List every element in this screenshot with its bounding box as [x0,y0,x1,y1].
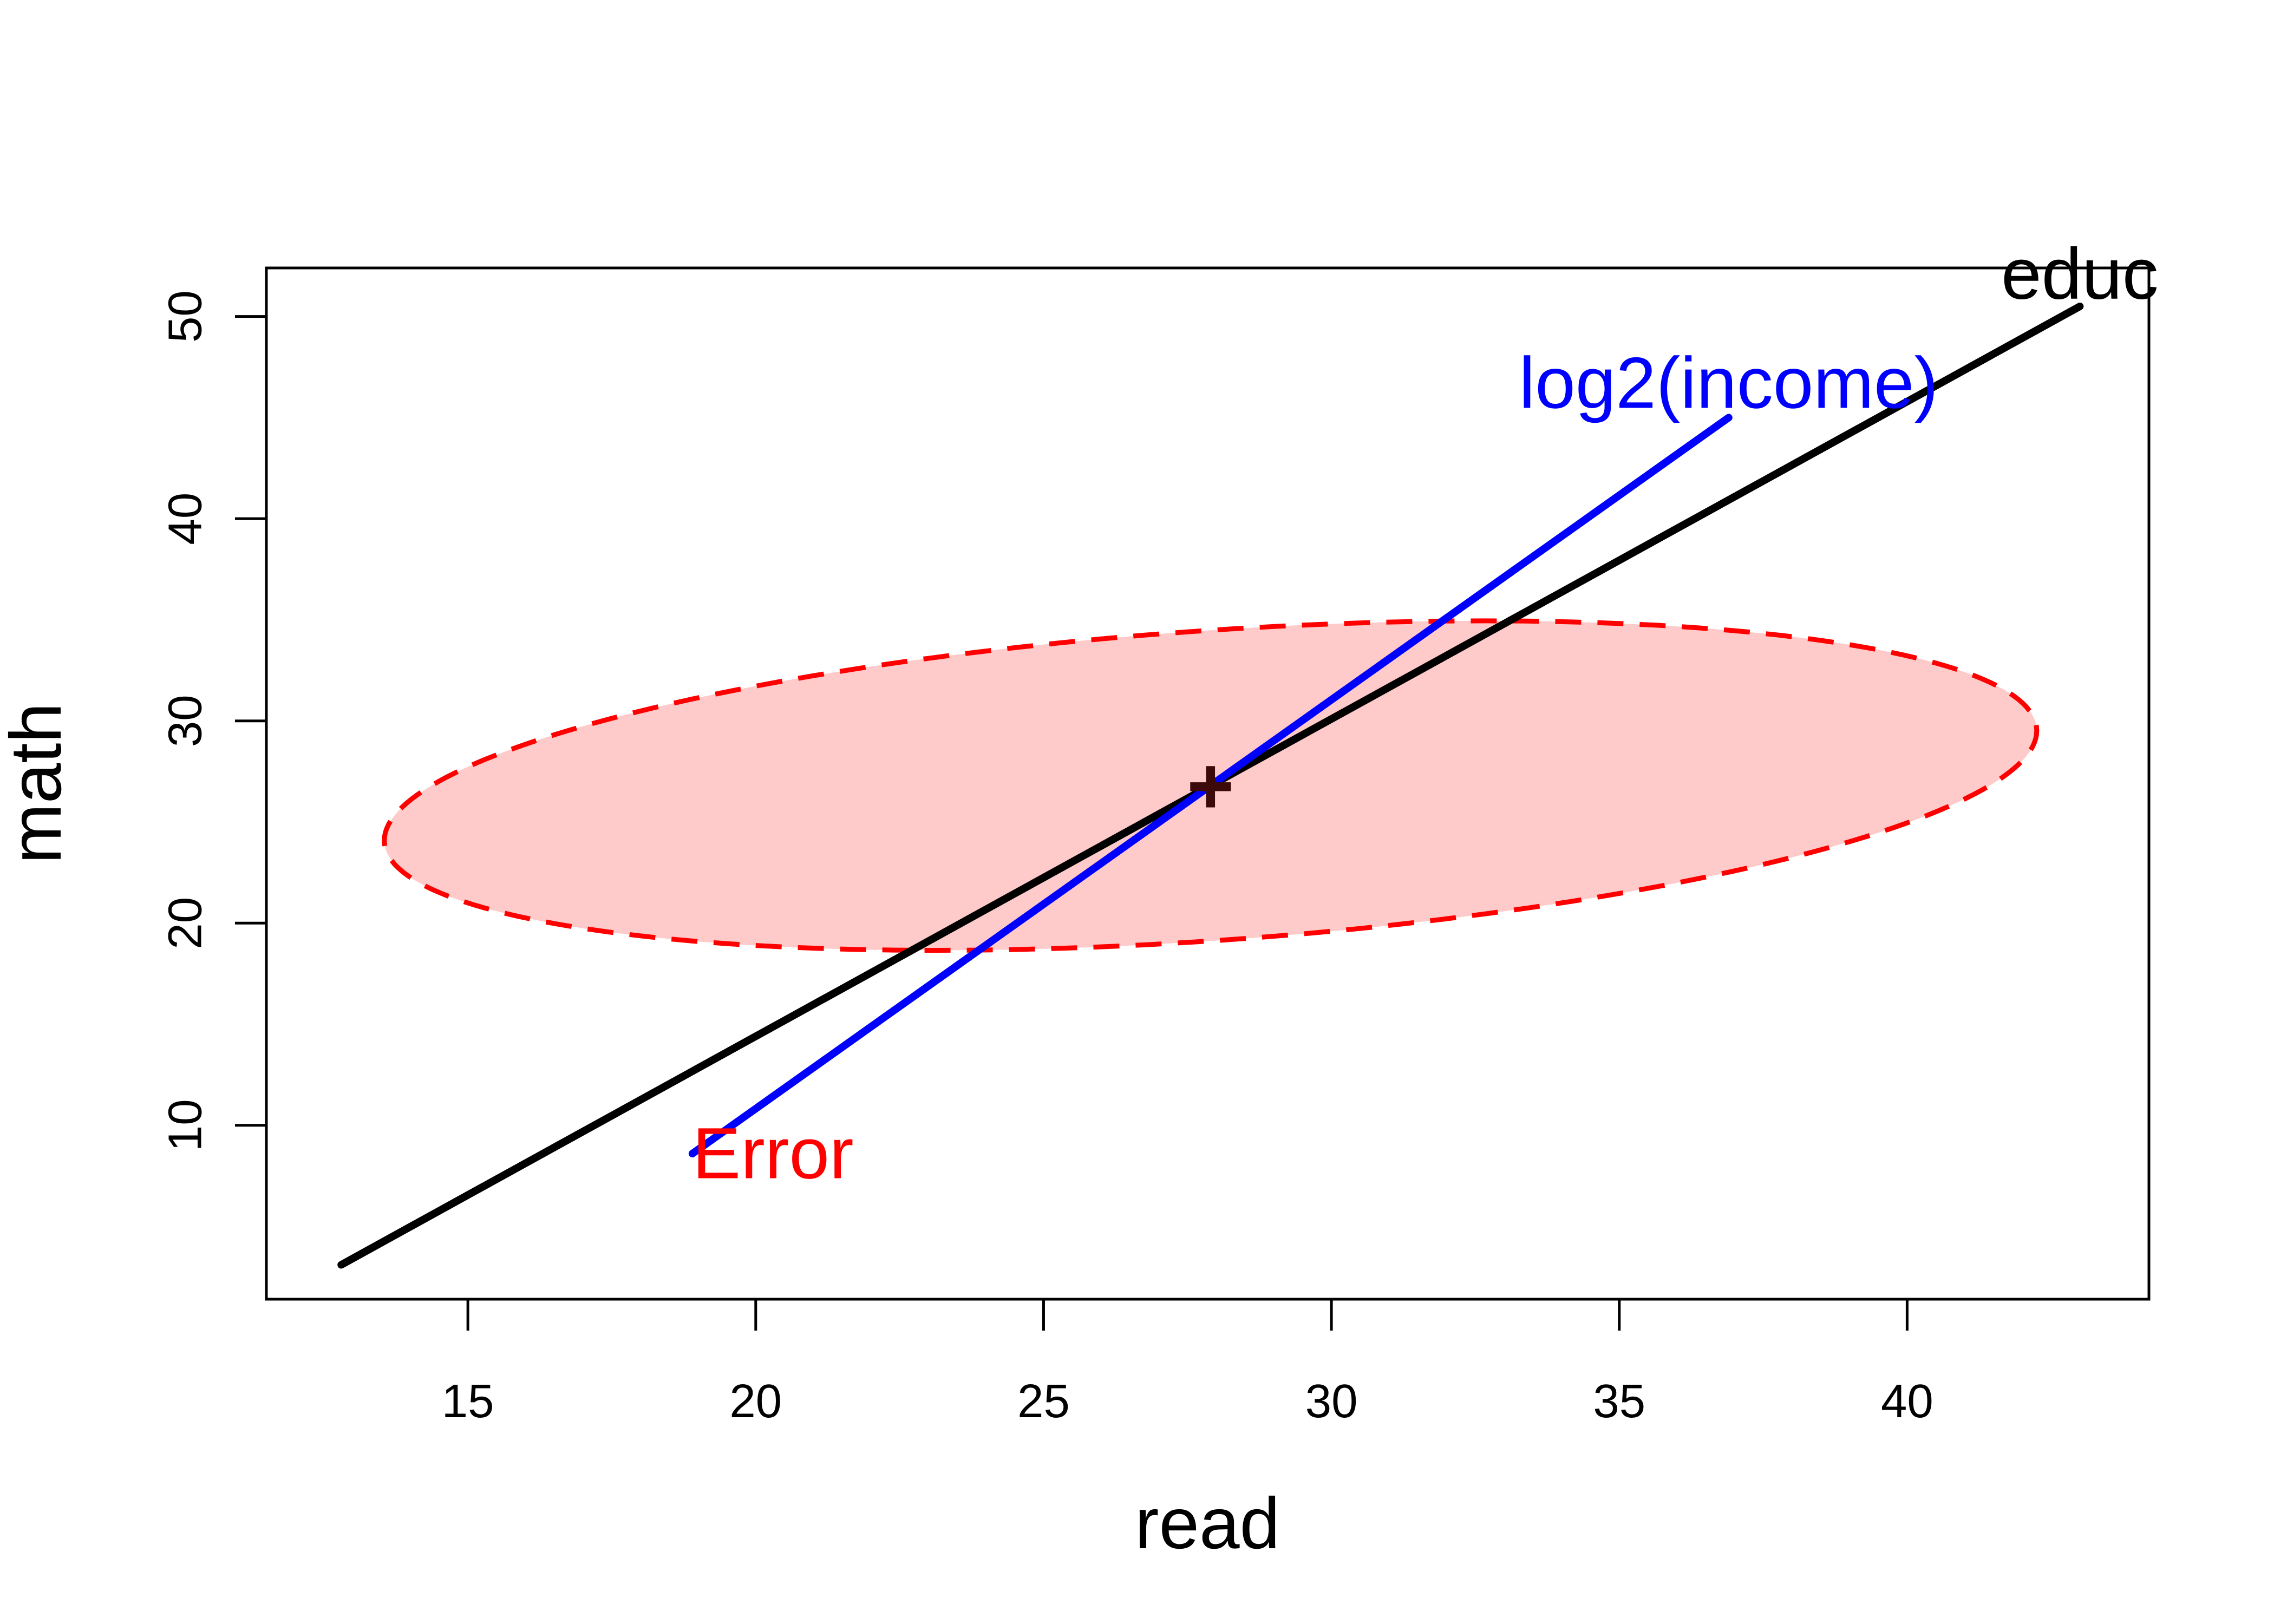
x-tick-label-40: 40 [1881,1375,1933,1427]
error-label: Error [692,1114,854,1194]
series-lines-layer [337,302,2084,1269]
x-tick-label-30: 30 [1305,1375,1358,1427]
y-tick-label-20: 20 [159,897,212,949]
x-axis: 15 20 25 30 35 40 [442,1298,1933,1427]
x-axis-title: read [1135,1483,1280,1564]
x-tick-label-20: 20 [729,1375,782,1427]
center-marker: + [1187,740,1234,831]
x-tick-label-25: 25 [1017,1375,1070,1427]
log2-income-label: log2(income) [1519,343,1939,423]
y-axis: 10 20 30 40 50 [159,290,268,1151]
log2-income-line [688,414,1733,1158]
x-tick-label-35: 35 [1593,1375,1645,1427]
y-tick-label-40: 40 [159,493,212,545]
educ-label: educ [2001,234,2159,315]
series-labels-layer: educ log2(income) Error [692,234,2159,1194]
center-marker-layer: + [1187,740,1234,831]
y-axis-title: math [0,703,76,864]
y-tick-label-10: 10 [159,1099,212,1151]
y-tick-label-30: 30 [159,695,212,747]
x-tick-label-15: 15 [442,1375,494,1427]
y-tick-label-50: 50 [159,290,212,343]
